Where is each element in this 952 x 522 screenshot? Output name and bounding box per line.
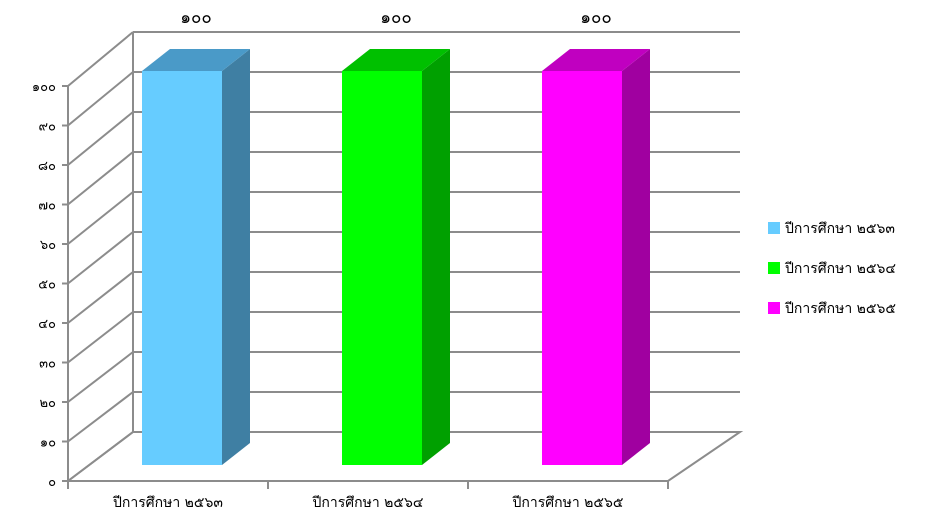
data-label: ๑๐๐ xyxy=(580,8,612,28)
legend-label: ปีการศึกษา ๒๕๖๓ xyxy=(785,221,895,237)
x-tick-label: ปีการศึกษา ๒๕๖๔ xyxy=(312,495,423,511)
bar-group xyxy=(142,49,250,465)
x-tick-labels: ปีการศึกษา ๒๕๖๓ ปีการศึกษา ๒๕๖๔ ปีการศึกษา… xyxy=(113,495,624,511)
y-tick-label: ๐ xyxy=(48,475,56,490)
y-tick-label: ๘๐ xyxy=(38,159,56,174)
gridline-diagonal xyxy=(67,391,134,443)
data-labels: ๑๐๐ ๑๐๐ ๑๐๐ xyxy=(180,8,612,28)
bars xyxy=(142,49,650,465)
y-tick-labels: ๐ ๑๐ ๒๐ ๓๐ ๔๐ ๕๐ ๖๐ ๗๐ ๘๐ ๙๐ ๑๐๐ xyxy=(32,80,56,490)
y-tick-label: ๖๐ xyxy=(40,238,56,253)
data-label: ๑๐๐ xyxy=(180,8,212,28)
bar-side xyxy=(222,49,250,465)
y-tick-label: ๗๐ xyxy=(38,199,56,214)
bar xyxy=(142,71,222,465)
bar xyxy=(342,71,422,465)
y-tick-label: ๙๐ xyxy=(39,120,57,135)
bar-side xyxy=(622,49,650,465)
y-tick-label: ๕๐ xyxy=(38,278,56,293)
gridline-diagonal xyxy=(67,71,134,127)
bar-top xyxy=(142,49,250,71)
axes xyxy=(62,85,669,489)
y-tick-label: ๑๐ xyxy=(40,436,56,451)
legend-label: ปีการศึกษา ๒๕๖๕ xyxy=(785,301,896,317)
gridline-diagonal xyxy=(67,231,134,285)
bar-side xyxy=(422,49,450,465)
data-label: ๑๐๐ xyxy=(380,8,412,28)
gridline-diagonal xyxy=(67,151,134,206)
x-tick-label: ปีการศึกษา ๒๕๖๕ xyxy=(512,495,623,511)
legend-swatch xyxy=(768,262,780,274)
legend-label: ปีการศึกษา ๒๕๖๔ xyxy=(785,261,896,277)
bar-group xyxy=(342,49,450,465)
bar-top xyxy=(342,49,450,71)
bar xyxy=(542,71,622,465)
gridline-diagonal xyxy=(67,271,134,324)
bar-group xyxy=(542,49,650,465)
y-tick-label: ๔๐ xyxy=(38,317,56,332)
y-tick-label: ๒๐ xyxy=(39,396,56,411)
legend-swatch xyxy=(768,222,780,234)
y-tick-label: ๓๐ xyxy=(39,357,56,372)
gridline-diagonal xyxy=(67,351,134,403)
x-tick-label: ปีการศึกษา ๒๕๖๓ xyxy=(113,495,223,511)
bar-top xyxy=(542,49,650,71)
gridline-diagonal xyxy=(67,311,134,364)
gridline-diagonal xyxy=(67,431,134,482)
y-tick-label: ๑๐๐ xyxy=(32,80,56,95)
legend-swatch xyxy=(768,302,780,314)
gridline-diagonal xyxy=(67,111,134,166)
gridline-diagonal xyxy=(67,191,134,245)
gridline-diagonal xyxy=(67,31,134,87)
